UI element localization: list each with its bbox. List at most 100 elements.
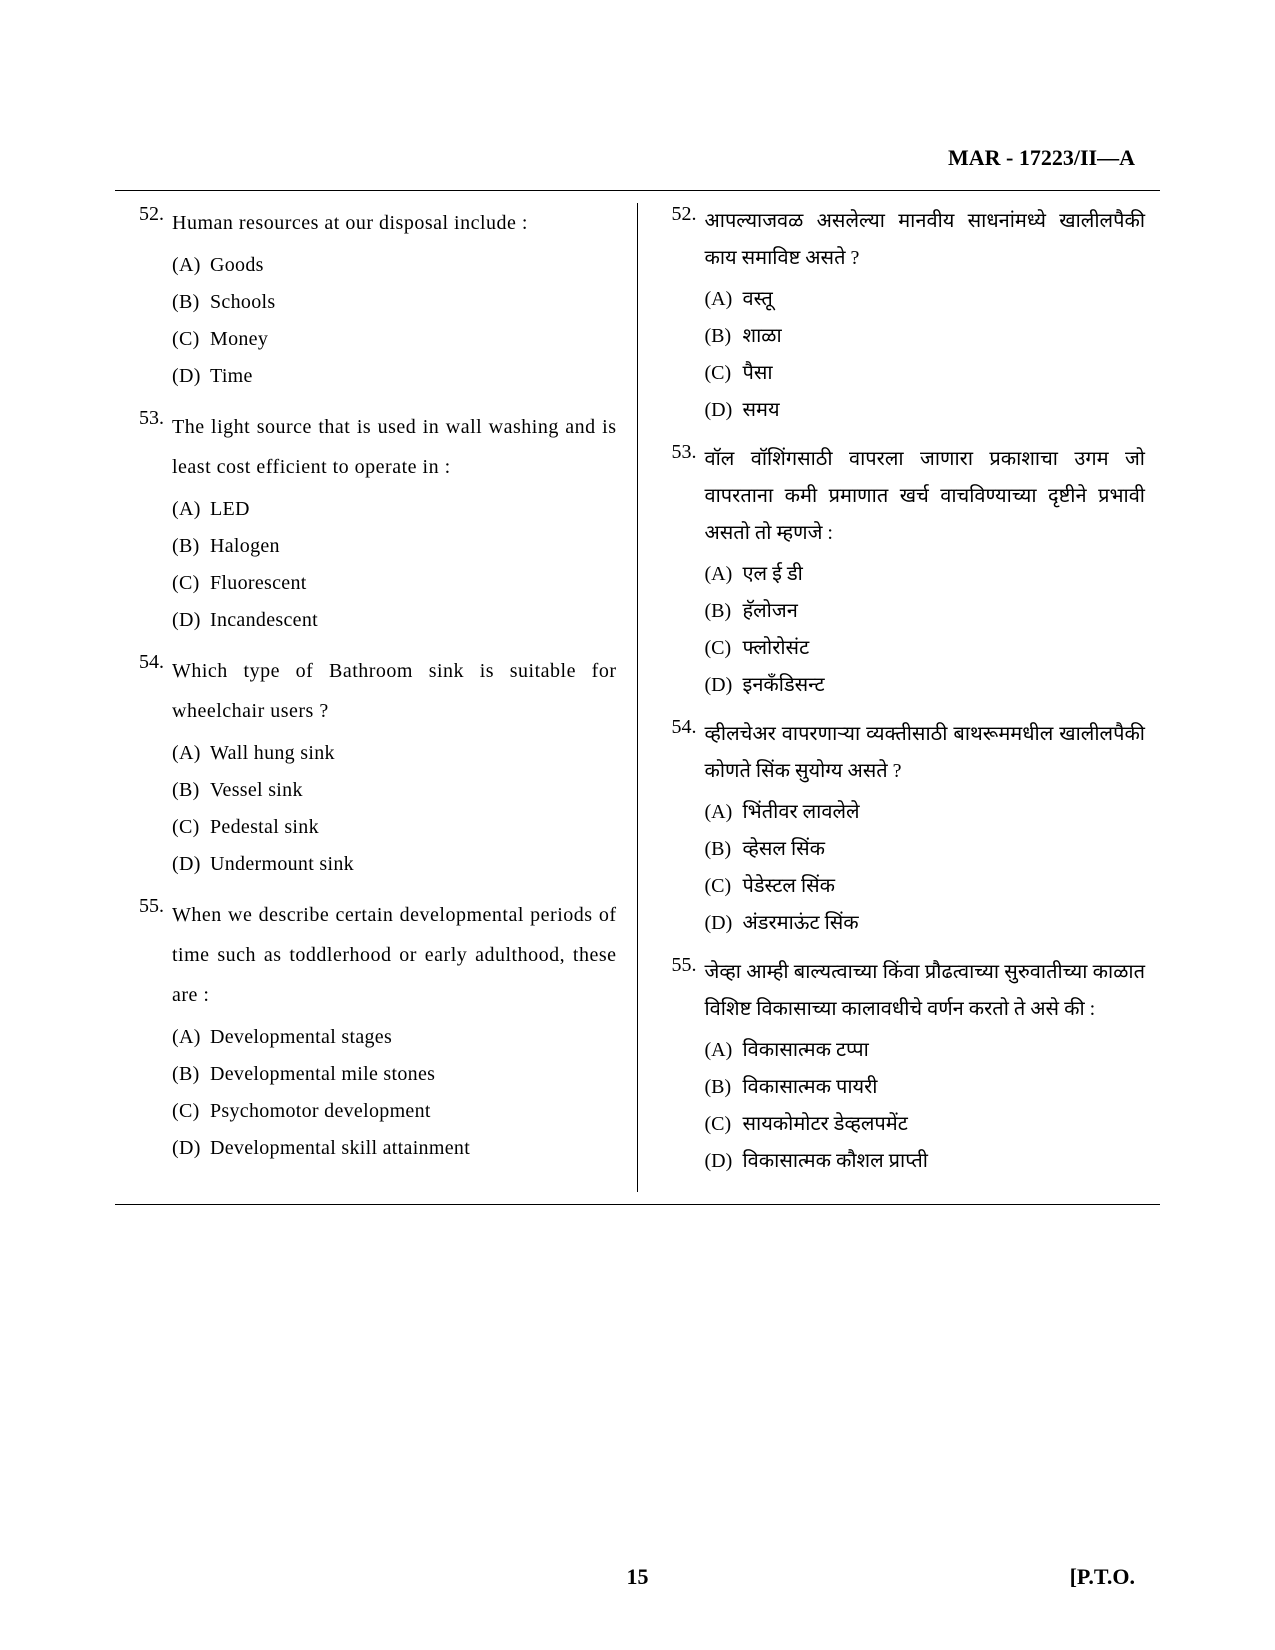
footer-page-number: 15	[115, 1564, 1160, 1590]
option-label: (B)	[172, 1056, 210, 1093]
option-label: (C)	[172, 809, 210, 846]
option-text: Fluorescent	[210, 565, 307, 602]
options-list: (A)एल ई डी (B)हॅलोजन (C)फ्लोरोसंट (D)इनक…	[705, 556, 1146, 704]
option-a: (A)Wall hung sink	[172, 735, 617, 772]
option-text: LED	[210, 491, 250, 528]
option-text: समय	[743, 392, 780, 429]
option-b: (B)Schools	[172, 284, 617, 321]
option-text: विकासात्मक कौशल प्राप्ती	[743, 1143, 928, 1180]
option-text: सायकोमोटर डेव्हलपमेंट	[743, 1106, 908, 1143]
option-a: (A)विकासात्मक टप्पा	[705, 1032, 1146, 1069]
option-c: (C)Money	[172, 321, 617, 358]
option-text: वस्तू	[743, 281, 773, 318]
option-label: (C)	[172, 321, 210, 358]
option-c: (C)Fluorescent	[172, 565, 617, 602]
option-text: Time	[210, 358, 253, 395]
option-label: (A)	[705, 1032, 743, 1069]
question-text: व्हीलचेअर वापरणाऱ्या व्यक्तीसाठी बाथरूमम…	[705, 716, 1146, 790]
option-b: (B)हॅलोजन	[705, 593, 1146, 630]
question-body: जेव्हा आम्ही बाल्यत्वाच्या किंवा प्रौढत्…	[705, 954, 1146, 1180]
question-54-mr: 54. व्हीलचेअर वापरणाऱ्या व्यक्तीसाठी बाथ…	[663, 716, 1146, 942]
option-d: (D)इनकँडिसन्ट	[705, 667, 1146, 704]
option-label: (A)	[172, 735, 210, 772]
option-label: (B)	[172, 284, 210, 321]
header-code: MAR - 17223/II—A	[948, 145, 1135, 171]
option-d: (D)विकासात्मक कौशल प्राप्ती	[705, 1143, 1146, 1180]
content-area: 52. Human resources at our disposal incl…	[115, 190, 1160, 1205]
option-text: Pedestal sink	[210, 809, 319, 846]
question-text: When we describe certain developmental p…	[172, 895, 617, 1015]
question-text: वॉल वॉशिंगसाठी वापरला जाणारा प्रकाशाचा उ…	[705, 441, 1146, 552]
option-label: (A)	[172, 247, 210, 284]
option-text: Developmental mile stones	[210, 1056, 435, 1093]
option-a: (A)वस्तू	[705, 281, 1146, 318]
options-list: (A)LED (B)Halogen (C)Fluorescent (D)Inca…	[172, 491, 617, 639]
option-text: फ्लोरोसंट	[743, 630, 810, 667]
question-number: 53.	[130, 407, 172, 639]
option-text: Goods	[210, 247, 264, 284]
question-body: व्हीलचेअर वापरणाऱ्या व्यक्तीसाठी बाथरूमम…	[705, 716, 1146, 942]
option-label: (B)	[172, 528, 210, 565]
option-text: हॅलोजन	[743, 593, 798, 630]
option-text: Psychomotor development	[210, 1093, 431, 1130]
question-body: Human resources at our disposal include …	[172, 203, 617, 395]
option-label: (D)	[705, 392, 743, 429]
option-text: Wall hung sink	[210, 735, 335, 772]
options-list: (A)वस्तू (B)शाळा (C)पैसा (D)समय	[705, 281, 1146, 429]
question-number: 52.	[663, 203, 705, 429]
option-text: Schools	[210, 284, 275, 321]
question-number: 54.	[130, 651, 172, 883]
question-text: Human resources at our disposal include …	[172, 203, 617, 243]
footer-pto: [P.T.O.	[1070, 1564, 1135, 1590]
option-text: भिंतीवर लावलेले	[743, 794, 860, 831]
option-label: (D)	[705, 667, 743, 704]
option-text: एल ई डी	[743, 556, 803, 593]
option-c: (C)फ्लोरोसंट	[705, 630, 1146, 667]
option-label: (D)	[172, 846, 210, 883]
question-number: 55.	[130, 895, 172, 1167]
option-text: Developmental skill attainment	[210, 1130, 470, 1167]
question-text: The light source that is used in wall wa…	[172, 407, 617, 487]
option-c: (C)Pedestal sink	[172, 809, 617, 846]
option-label: (D)	[172, 358, 210, 395]
option-label: (C)	[172, 565, 210, 602]
option-label: (C)	[705, 355, 743, 392]
option-a: (A)Developmental stages	[172, 1019, 617, 1056]
options-list: (A)Wall hung sink (B)Vessel sink (C)Pede…	[172, 735, 617, 883]
question-number: 55.	[663, 954, 705, 1180]
option-label: (D)	[172, 602, 210, 639]
question-53-mr: 53. वॉल वॉशिंगसाठी वापरला जाणारा प्रकाशा…	[663, 441, 1146, 704]
options-list: (A)विकासात्मक टप्पा (B)विकासात्मक पायरी …	[705, 1032, 1146, 1180]
option-d: (D)समय	[705, 392, 1146, 429]
question-body: Which type of Bathroom sink is suitable …	[172, 651, 617, 883]
question-text: Which type of Bathroom sink is suitable …	[172, 651, 617, 731]
question-55-mr: 55. जेव्हा आम्ही बाल्यत्वाच्या किंवा प्र…	[663, 954, 1146, 1180]
question-body: When we describe certain developmental p…	[172, 895, 617, 1167]
option-a: (A)भिंतीवर लावलेले	[705, 794, 1146, 831]
option-label: (C)	[705, 868, 743, 905]
question-55-en: 55. When we describe certain development…	[130, 895, 617, 1167]
options-list: (A)Goods (B)Schools (C)Money (D)Time	[172, 247, 617, 395]
option-text: Developmental stages	[210, 1019, 392, 1056]
option-label: (B)	[705, 831, 743, 868]
left-column: 52. Human resources at our disposal incl…	[115, 203, 638, 1192]
question-52-en: 52. Human resources at our disposal incl…	[130, 203, 617, 395]
question-number: 52.	[130, 203, 172, 395]
option-a: (A)LED	[172, 491, 617, 528]
option-label: (C)	[705, 630, 743, 667]
option-label: (A)	[172, 1019, 210, 1056]
question-number: 53.	[663, 441, 705, 704]
option-d: (D)Undermount sink	[172, 846, 617, 883]
option-c: (C)Psychomotor development	[172, 1093, 617, 1130]
question-number: 54.	[663, 716, 705, 942]
option-text: पैसा	[743, 355, 773, 392]
question-text: आपल्याजवळ असलेल्या मानवीय साधनांमध्ये खा…	[705, 203, 1146, 277]
option-label: (B)	[705, 318, 743, 355]
question-body: The light source that is used in wall wa…	[172, 407, 617, 639]
option-text: Halogen	[210, 528, 280, 565]
option-a: (A)एल ई डी	[705, 556, 1146, 593]
option-label: (A)	[705, 794, 743, 831]
right-column: 52. आपल्याजवळ असलेल्या मानवीय साधनांमध्य…	[638, 203, 1161, 1192]
option-label: (A)	[705, 281, 743, 318]
option-b: (B)व्हेसल सिंक	[705, 831, 1146, 868]
